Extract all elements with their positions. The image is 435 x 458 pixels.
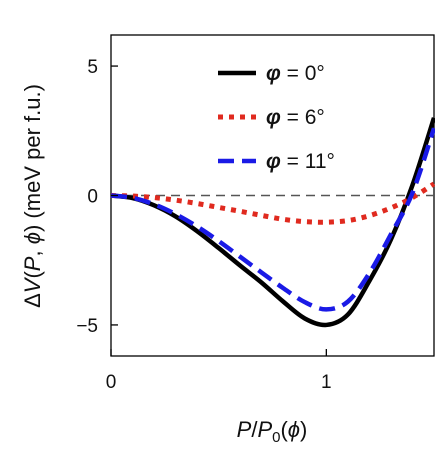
legend: φ = 0° φ = 6° φ = 11° <box>218 62 335 173</box>
y-tick-label-1: 0 <box>87 187 98 208</box>
legend-label-0: φ = 0° <box>266 62 325 85</box>
legend-label-2: φ = 11° <box>266 150 335 173</box>
series-layer <box>110 117 435 328</box>
series-line-2 <box>110 127 435 312</box>
x-tick-label-0: 0 <box>106 372 117 393</box>
legend-label-1: φ = 6° <box>266 106 325 129</box>
y-axis-label: ΔV(P, ϕ) (meV per f.u.) <box>20 84 45 308</box>
y-tick-label-0: 5 <box>87 57 98 78</box>
series-line-0 <box>110 117 435 328</box>
series-line-1 <box>110 181 435 225</box>
x-axis-label: P/P0(ϕ) <box>237 417 308 446</box>
ticks-layer: 0 1 5 0 −5 <box>76 57 331 393</box>
y-tick-label-2: −5 <box>76 316 98 337</box>
x-tick-label-1: 1 <box>321 372 332 393</box>
